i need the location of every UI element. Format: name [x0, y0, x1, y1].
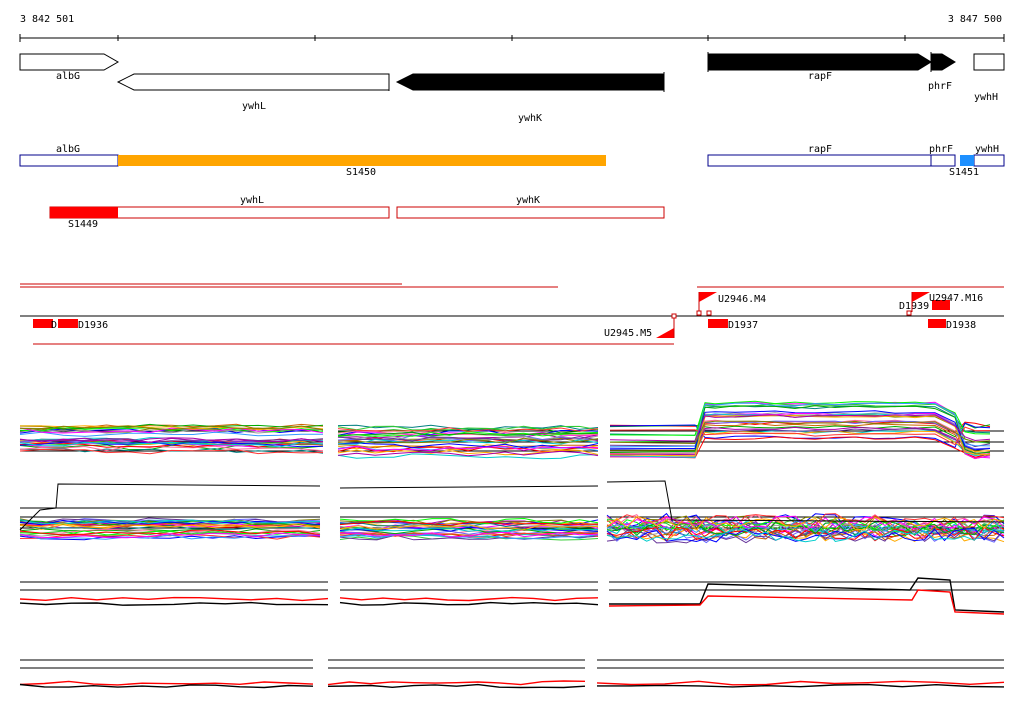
- expression-panel-3: [19, 577, 1005, 615]
- gene-box-rapF[interactable]: [707, 154, 932, 167]
- feature-D1937[interactable]: D1937: [708, 319, 758, 331]
- gene-box-albG[interactable]: [19, 154, 119, 167]
- gene-label: ywhH: [974, 92, 998, 103]
- feature-label: D1938: [946, 320, 976, 331]
- svg-text:D: D: [51, 320, 57, 331]
- feature-D1938[interactable]: D1938: [928, 319, 976, 331]
- feature-U2946[interactable]: U2946.M4: [696, 292, 766, 316]
- segment-label: S1451: [949, 167, 979, 178]
- segment-label: S1449: [68, 219, 98, 230]
- ruler-end-label: 3 847 500: [948, 14, 1002, 25]
- gene-label: ywhL: [240, 195, 264, 206]
- gene-label: rapF: [808, 71, 832, 82]
- gene-label: albG: [56, 71, 80, 82]
- expression-panel-4: [19, 659, 1005, 689]
- feature-label: D1937: [728, 320, 758, 331]
- feature-label: D1936: [78, 320, 108, 331]
- gene-ywhH[interactable]: ywhH: [973, 53, 1005, 103]
- gene-label: phrF: [928, 81, 952, 92]
- gene-label: phrF: [929, 144, 953, 155]
- feature-label: U2945.M5: [604, 328, 652, 339]
- coordinate-ruler: 3 842 501 3 847 500: [19, 14, 1005, 42]
- segment-S1450[interactable]: [118, 155, 606, 166]
- expression-panel-1: [19, 400, 1004, 460]
- feature-D1939[interactable]: D1939: [899, 300, 950, 316]
- ruler-start-label: 3 842 501: [20, 14, 74, 25]
- feature-U2945[interactable]: U2945.M5: [604, 313, 677, 339]
- feature-label: D1939: [899, 301, 929, 312]
- gene-label: ywhL: [242, 101, 266, 112]
- feature-D1936[interactable]: D D1936: [33, 319, 108, 331]
- segment-S1449[interactable]: [50, 207, 118, 218]
- gene-label: ywhK: [518, 113, 542, 124]
- transcript-feature-track: D D1936 U2945.M5 U2946.M4 D1937 D1939: [20, 283, 1004, 345]
- segments-track-reverse: ywhL S1449 ywhK: [49, 195, 665, 230]
- gene-rapF[interactable]: rapF: [707, 52, 932, 82]
- gene-label: albG: [56, 144, 80, 155]
- gene-arrows-track: albG ywhL ywhK rapF phrF ywhH: [19, 52, 1005, 124]
- segment-S1451[interactable]: [960, 155, 974, 166]
- gene-box-ywhK[interactable]: [396, 206, 665, 219]
- gene-box-phrF[interactable]: [930, 154, 956, 167]
- gene-ywhL[interactable]: ywhL: [116, 73, 390, 112]
- segment-label: S1450: [346, 167, 376, 178]
- segments-track-forward: albG S1450 rapF phrF ywhH S1451: [19, 144, 1005, 178]
- gene-label: ywhK: [516, 195, 540, 206]
- feature-U2947[interactable]: U2947.M16: [911, 292, 983, 312]
- gene-albG[interactable]: albG: [19, 53, 120, 82]
- gene-label: rapF: [808, 144, 832, 155]
- gene-ywhK[interactable]: ywhK: [395, 72, 665, 124]
- gene-label: ywhH: [975, 144, 999, 155]
- expression-panel-2: [19, 480, 1005, 544]
- gene-box-ywhH[interactable]: [973, 154, 1005, 167]
- gene-phrF[interactable]: phrF: [928, 52, 956, 92]
- feature-label: U2947.M16: [929, 293, 983, 304]
- feature-label: U2946.M4: [718, 294, 766, 305]
